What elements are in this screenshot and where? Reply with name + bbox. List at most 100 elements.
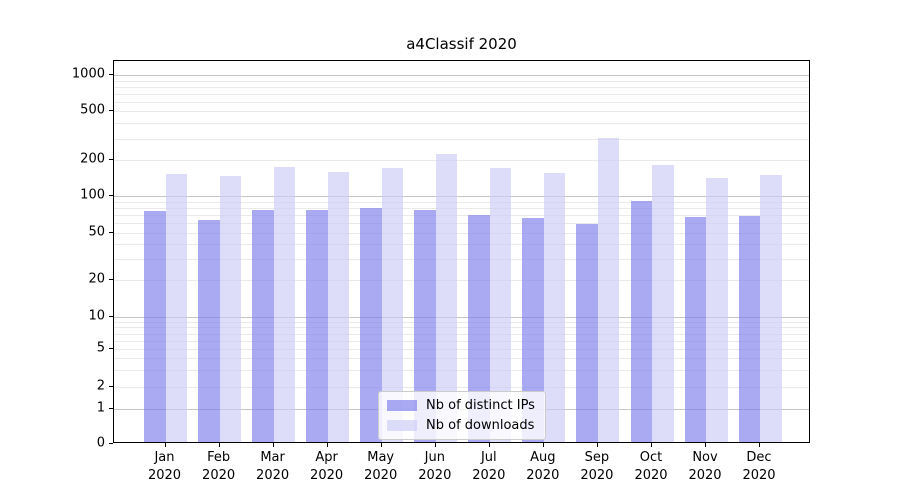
x-tick-label-nov: Nov 2020 [688,450,722,483]
x-tick-label-oct: Oct 2020 [634,450,668,483]
y-tick-mark [109,443,113,444]
y-tick-mark [109,279,113,280]
x-tick-label-feb: Feb 2020 [202,450,236,483]
chart-title: a4Classif 2020 [406,35,517,53]
x-tick-mark [164,443,166,447]
minor-gridline [114,340,809,342]
minor-gridline [114,93,809,95]
minor-gridline [114,349,809,350]
y-tick-mark [109,74,113,75]
minor-gridline [114,369,809,371]
y-tick-mark [109,316,113,317]
y-tick-mark [109,232,113,233]
x-tick-mark [705,443,706,447]
major-gridline [114,317,809,318]
x-tick-mark [759,443,760,447]
y-tick-label-1000: 1000 [71,66,105,82]
minor-gridline [114,201,809,203]
minor-gridline [114,358,809,360]
y-tick-mark [109,385,113,387]
legend: Nb of distinct IPs Nb of downloads [378,391,546,440]
bar-distinct-ips-sep [576,224,598,442]
bar-downloads-aug [543,172,566,442]
legend-item-distinct-ips: Nb of distinct IPs [387,398,535,413]
bar-distinct-ips-aug [522,217,544,442]
bar-downloads-feb [219,175,241,442]
bar-downloads-nov [706,177,728,442]
minor-gridline [114,208,809,210]
x-tick-mark [488,443,490,447]
y-tick-label-0: 0 [96,435,105,451]
y-tick-label-2: 2 [96,378,105,393]
legend-swatch-downloads [387,420,417,431]
minor-gridline [114,160,809,161]
y-tick-mark [109,195,113,197]
minor-gridline [114,244,809,246]
minor-gridline [114,138,809,140]
x-tick-mark [272,443,274,447]
x-tick-label-may: May 2020 [364,450,398,483]
bar-distinct-ips-jan [144,211,166,442]
y-tick-label-100: 100 [80,187,105,203]
bar-distinct-ips-apr [306,209,328,442]
major-gridline [114,75,809,76]
minor-gridline [114,223,809,225]
x-tick-mark [596,443,598,447]
bar-downloads-dec [760,174,782,442]
legend-label-distinct-ips: Nb of distinct IPs [426,398,535,413]
minor-gridline [114,215,809,217]
x-tick-label-aug: Aug 2020 [526,450,560,483]
x-tick-mark [218,443,220,447]
x-tick-label-mar: Mar 2020 [256,450,290,483]
bar-distinct-ips-nov [684,217,706,442]
y-tick-label-20: 20 [88,271,105,287]
x-tick-mark [651,443,652,447]
minor-gridline [114,280,809,281]
bar-distinct-ips-jun [414,210,436,442]
x-tick-label-dec: Dec 2020 [742,450,776,483]
bar-distinct-ips-dec [738,215,760,442]
legend-swatch-distinct-ips [387,400,417,411]
bar-distinct-ips-jul [468,214,490,442]
bar-distinct-ips-mar [252,210,274,442]
x-tick-label-sep: Sep 2020 [580,450,614,483]
x-tick-mark [542,443,544,447]
x-tick-label-apr: Apr 2020 [310,450,344,483]
bar-downloads-jun [435,154,458,442]
bar-downloads-may [381,167,404,442]
y-tick-label-10: 10 [88,308,105,324]
x-tick-label-jun: Jun 2020 [418,450,452,483]
y-tick-label-200: 200 [80,151,105,167]
bar-downloads-mar [273,166,296,442]
legend-label-downloads: Nb of downloads [426,418,535,433]
minor-gridline [114,123,809,125]
x-tick-mark [326,443,328,447]
minor-gridline [114,259,809,261]
bar-downloads-jan [165,173,187,442]
bar-downloads-oct [652,165,674,442]
x-tick-mark [380,443,382,447]
minor-gridline [114,386,809,388]
x-tick-mark [434,443,436,447]
bar-downloads-jul [489,167,512,442]
x-tick-label-jan: Jan 2020 [147,450,182,483]
minor-gridline [114,111,809,113]
plot-area: Nb of distinct IPs Nb of downloads [113,60,810,443]
y-tick-mark [109,110,113,112]
bar-downloads-sep [597,138,620,442]
y-tick-mark [109,348,113,349]
x-tick-label-jul: Jul 2020 [472,450,506,483]
minor-gridline [114,80,809,82]
bar-distinct-ips-feb [198,219,220,442]
minor-gridline [114,233,809,234]
y-tick-mark [109,408,113,409]
y-tick-label-5: 5 [96,340,105,356]
bar-distinct-ips-oct [630,201,652,442]
y-tick-label-500: 500 [80,102,105,118]
y-tick-label-50: 50 [88,224,105,240]
minor-gridline [114,321,809,323]
bar-downloads-apr [327,172,350,442]
y-tick-label-1: 1 [96,400,105,416]
legend-item-downloads: Nb of downloads [387,418,535,433]
